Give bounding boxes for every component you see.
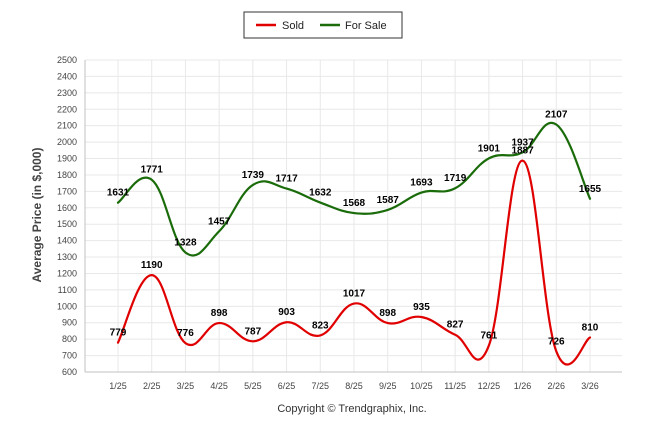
data-label-sold: 898 <box>379 308 396 319</box>
series-line-sold <box>116 159 592 366</box>
data-label-sold: 827 <box>447 320 464 331</box>
x-tick-label: 1/25 <box>109 381 127 391</box>
y-tick-label: 1500 <box>57 219 77 229</box>
x-tick-label: 5/25 <box>244 381 262 391</box>
data-label-sold: 1190 <box>141 260 163 271</box>
data-label-for-sale: 1771 <box>141 165 164 176</box>
y-tick-label: 1200 <box>57 268 77 278</box>
data-label-for-sale: 1632 <box>309 188 332 199</box>
data-label-for-sale: 1901 <box>478 143 501 154</box>
data-label-for-sale: 1693 <box>410 178 433 189</box>
data-label-sold: 726 <box>548 336 565 347</box>
x-tick-label: 3/26 <box>581 381 599 391</box>
y-tick-label: 2400 <box>57 71 77 81</box>
data-label-sold: 898 <box>211 308 228 319</box>
x-tick-label: 11/25 <box>444 381 466 391</box>
data-label-for-sale: 2107 <box>545 110 568 121</box>
y-tick-label: 1600 <box>57 203 77 213</box>
y-tick-label: 2500 <box>57 55 77 65</box>
x-tick-label: 12/25 <box>478 381 501 391</box>
x-tick-label: 1/26 <box>514 381 532 391</box>
y-tick-label: 1300 <box>57 252 77 262</box>
y-tick-label: 1400 <box>57 236 77 246</box>
data-label-sold: 1017 <box>343 289 366 300</box>
x-tick-label: 8/25 <box>345 381 363 391</box>
y-tick-label: 1700 <box>57 186 77 196</box>
x-tick-label: 9/25 <box>379 381 397 391</box>
data-label-sold: 823 <box>312 320 329 331</box>
data-label-sold: 776 <box>177 328 194 339</box>
data-label-for-sale: 1457 <box>208 216 231 227</box>
data-label-for-sale: 1655 <box>579 184 602 195</box>
legend-sold-label: Sold <box>282 20 304 32</box>
data-label-for-sale: 1631 <box>107 188 130 199</box>
x-tick-label: 3/25 <box>177 381 195 391</box>
data-label-for-sale: 1587 <box>377 195 400 206</box>
data-label-for-sale: 1739 <box>242 170 265 181</box>
x-tick-label: 2/25 <box>143 381 161 391</box>
data-label-sold: 935 <box>413 302 430 313</box>
y-tick-label: 1000 <box>57 301 77 311</box>
y-tick-label: 2100 <box>57 121 77 131</box>
y-tick-label: 1800 <box>57 170 77 180</box>
y-tick-label: 2000 <box>57 137 77 147</box>
data-label-for-sale: 1717 <box>275 174 298 185</box>
data-label-sold: 1887 <box>511 146 534 157</box>
x-tick-label: 7/25 <box>312 381 330 391</box>
grid-layer <box>85 59 622 373</box>
x-tick-label: 6/25 <box>278 381 296 391</box>
data-label-for-sale: 1568 <box>343 198 366 209</box>
data-label-sold: 761 <box>481 331 498 342</box>
x-tick-label: 10/25 <box>410 381 433 391</box>
x-tick-label: 2/26 <box>548 381 566 391</box>
y-tick-label: 2300 <box>57 88 77 98</box>
data-label-sold: 810 <box>582 323 599 334</box>
data-label-sold: 787 <box>245 326 262 337</box>
series-line-for-sale <box>116 121 592 257</box>
data-label-for-sale: 1937 <box>511 137 534 148</box>
legend-for-sale-label: For Sale <box>345 20 387 32</box>
data-label-for-sale: 1719 <box>444 173 467 184</box>
y-tick-label: 900 <box>62 318 77 328</box>
y-tick-label: 2200 <box>57 104 77 114</box>
y-tick-label: 800 <box>62 334 77 344</box>
data-label-sold: 779 <box>110 328 127 339</box>
data-label-sold: 903 <box>278 307 295 318</box>
y-tick-label: 700 <box>62 351 77 361</box>
x-tick-label: 4/25 <box>210 381 228 391</box>
y-tick-label: 1100 <box>58 285 77 295</box>
legend: Sold For Sale <box>243 11 403 39</box>
data-label-for-sale: 1328 <box>174 237 197 248</box>
y-axis-title: Average Price (in $,000) <box>30 148 44 283</box>
y-tick-label: 1900 <box>57 154 77 164</box>
axis-layer: 600 700 800 900 1000 1100 1200 1300 1400 1500 1600… <box>57 55 622 391</box>
series-layer <box>116 121 592 366</box>
copyright-caption: Copyright © Trendgraphix, Inc. <box>277 403 426 415</box>
data-label-layer: 779 1190 776 898 787 903 823 1017 898 935 827 761 18… <box>107 110 602 348</box>
y-tick-label: 600 <box>62 367 77 377</box>
